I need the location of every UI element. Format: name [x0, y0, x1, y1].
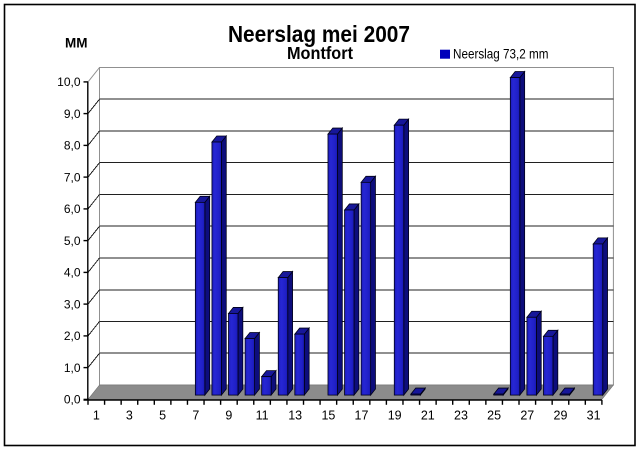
- svg-text:10,0: 10,0: [57, 75, 81, 89]
- svg-text:6,0: 6,0: [64, 202, 81, 216]
- svg-text:7: 7: [192, 408, 199, 422]
- svg-text:2,0: 2,0: [64, 329, 81, 343]
- svg-text:23: 23: [454, 408, 468, 422]
- svg-text:3,0: 3,0: [64, 297, 81, 311]
- svg-text:Neerslag mei 2007: Neerslag mei 2007: [228, 21, 410, 47]
- svg-text:13: 13: [288, 408, 302, 422]
- svg-text:Neerslag 73,2 mm: Neerslag 73,2 mm: [453, 45, 549, 61]
- svg-text:Montfort: Montfort: [287, 43, 353, 63]
- svg-text:11: 11: [256, 408, 269, 422]
- svg-text:19: 19: [388, 408, 402, 422]
- svg-text:7,0: 7,0: [64, 170, 81, 184]
- svg-text:9: 9: [225, 408, 232, 422]
- svg-text:9,0: 9,0: [64, 107, 81, 121]
- svg-text:25: 25: [487, 408, 501, 422]
- svg-text:5: 5: [159, 408, 166, 422]
- svg-text:5,0: 5,0: [64, 234, 81, 248]
- svg-text:4,0: 4,0: [64, 266, 81, 280]
- svg-text:31: 31: [587, 408, 601, 422]
- svg-text:21: 21: [421, 408, 435, 422]
- svg-text:0,0: 0,0: [64, 393, 81, 407]
- svg-text:1,0: 1,0: [64, 361, 81, 375]
- svg-text:MM: MM: [65, 35, 88, 51]
- svg-text:29: 29: [554, 408, 568, 422]
- svg-text:3: 3: [126, 408, 133, 422]
- svg-text:1: 1: [93, 408, 100, 422]
- svg-text:8,0: 8,0: [64, 139, 81, 153]
- svg-text:15: 15: [321, 408, 335, 422]
- svg-text:17: 17: [355, 408, 369, 422]
- svg-text:27: 27: [520, 408, 534, 422]
